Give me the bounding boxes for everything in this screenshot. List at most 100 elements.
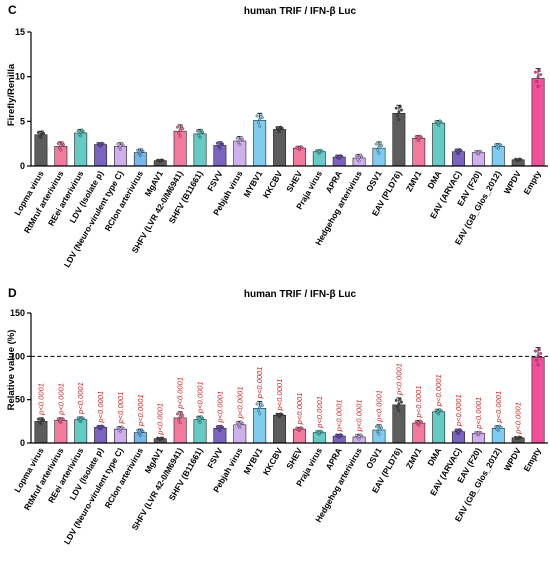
bar-group-eav-f20 <box>471 430 485 444</box>
replicate-point <box>355 433 358 437</box>
replicate-point <box>179 411 183 415</box>
p-value-label: p<0.0001 <box>315 396 324 429</box>
bar-empty <box>531 356 545 444</box>
replicate-point <box>378 424 382 428</box>
replicate-point <box>59 144 63 148</box>
bar-group-reei-arterivirus <box>74 128 88 167</box>
replicate-point <box>537 69 541 73</box>
replicate-point <box>99 425 103 429</box>
replicate-point <box>59 418 63 422</box>
bar-empty <box>531 78 545 167</box>
replicate-point <box>238 138 242 142</box>
category-label-osv1: OSV1 <box>364 169 384 194</box>
replicate-point <box>434 119 438 123</box>
replicate-point <box>140 148 144 152</box>
replicate-point <box>476 150 480 154</box>
category-label-empty: Empty <box>521 446 543 473</box>
y-tick-label: 150 <box>10 308 25 318</box>
category-label-kkcbv: KKCBV <box>261 169 285 200</box>
panel-c-letter: C <box>8 3 17 17</box>
replicate-point <box>397 402 401 406</box>
replicate-point <box>536 363 540 367</box>
category-label-dma: DMA <box>425 169 443 191</box>
replicate-point <box>239 135 243 139</box>
replicate-point <box>198 131 202 135</box>
replicate-point <box>494 425 498 429</box>
replicate-point <box>258 405 262 409</box>
replicate-point <box>516 436 520 440</box>
replicate-point <box>536 84 540 88</box>
replicate-point <box>40 130 44 134</box>
bar-group-eav-gb-glos-2012 <box>491 424 505 444</box>
replicate-point <box>79 417 83 421</box>
category-label-kkcbv: KKCBV <box>261 446 285 477</box>
replicate-point <box>357 155 361 159</box>
replicate-point <box>414 419 418 423</box>
replicate-point <box>177 131 181 135</box>
replicate-point <box>394 106 398 110</box>
replicate-point <box>417 136 421 140</box>
replicate-point <box>476 431 480 435</box>
replicate-point <box>59 148 63 152</box>
replicate-point <box>397 408 401 412</box>
replicate-point <box>198 417 202 421</box>
p-value-label: p<0.0001 <box>36 383 45 416</box>
replicate-point <box>494 143 498 147</box>
p-value-label: p<0.0001 <box>76 382 85 415</box>
replicate-point <box>259 401 263 405</box>
bar-group-fsvv <box>213 424 227 444</box>
replicate-point <box>374 425 378 429</box>
replicate-point <box>238 422 242 426</box>
bar-group-zmv1 <box>412 134 426 167</box>
y-tick-label: 0 <box>20 161 25 171</box>
replicate-point <box>275 126 279 130</box>
y-tick-label: 50 <box>15 395 25 405</box>
replicate-point <box>457 429 460 433</box>
bar-group-praja-virus <box>312 148 326 167</box>
category-label-fsvv: FSVV <box>205 446 225 470</box>
p-value-label: p<0.0001 <box>255 367 264 400</box>
replicate-point <box>539 73 543 76</box>
bar-osv1 <box>372 147 386 167</box>
replicate-point <box>255 402 259 406</box>
replicate-point <box>377 427 381 431</box>
replicate-point <box>534 70 537 74</box>
replicate-point <box>239 420 243 424</box>
replicate-point <box>56 142 60 145</box>
bar-group-eav-gb-glos-2012 <box>491 142 505 167</box>
bar-group-wpdv <box>511 157 525 167</box>
category-label-shev: SHEV <box>284 446 304 471</box>
bar-group-rtmruf-arterivirus <box>54 141 68 167</box>
replicate-point <box>317 149 321 153</box>
bar-group-shfv-b11661 <box>193 415 207 444</box>
replicate-point <box>259 113 263 117</box>
y-tick-label: 5 <box>20 116 25 126</box>
replicate-point <box>535 80 539 84</box>
replicate-point <box>358 153 362 157</box>
bar-group-kkcbv <box>273 412 287 444</box>
replicate-point <box>400 108 403 112</box>
replicate-point <box>536 354 540 358</box>
replicate-point <box>355 154 358 158</box>
y-tick-label: 10 <box>15 72 25 82</box>
replicate-point <box>535 358 539 362</box>
bar-kkcbv <box>273 129 287 167</box>
bar-group-ldv-isolate-p <box>94 141 108 167</box>
bar-group-rcion-arterivirus <box>133 428 147 444</box>
replicate-point <box>158 437 162 440</box>
bar-dma <box>432 411 446 444</box>
bar-group-pebjah-virus <box>233 420 247 444</box>
category-label-zmv1: ZMV1 <box>404 446 424 471</box>
bar-group-rtmruf-arterivirus <box>54 416 68 444</box>
replicate-point <box>357 435 361 438</box>
bar-group-hedgehog-arterivirus <box>352 153 366 167</box>
replicate-point <box>258 124 262 128</box>
y-tick-label: 0 <box>20 438 25 448</box>
category-label-dma: DMA <box>425 446 443 468</box>
replicate-point <box>414 135 418 139</box>
bar-lopma-virus <box>34 134 48 167</box>
bar-group-mybv1 <box>253 112 267 167</box>
replicate-point <box>258 117 262 121</box>
replicate-point <box>176 125 179 129</box>
